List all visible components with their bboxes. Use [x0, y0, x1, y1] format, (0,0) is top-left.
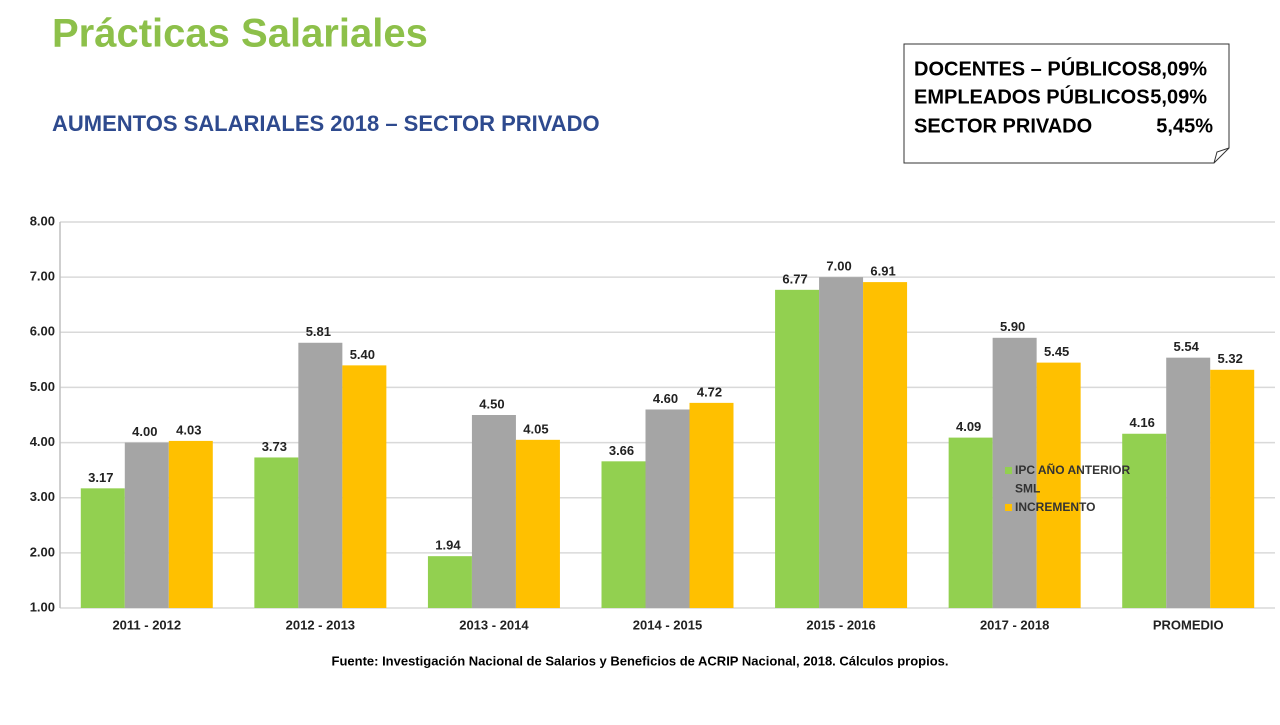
- y-tick-label: 3.00: [30, 489, 55, 504]
- data-label: 5.90: [1000, 319, 1025, 334]
- data-label: 3.17: [88, 470, 113, 485]
- data-label: 7.00: [826, 259, 851, 274]
- y-tick-label: 4.00: [30, 434, 55, 449]
- bar: [168, 440, 213, 608]
- bar: [1166, 357, 1211, 608]
- note-value: 5,45%: [1156, 115, 1213, 137]
- legend-swatch: [1005, 504, 1012, 511]
- data-label: 3.66: [609, 443, 634, 458]
- note-fold: [1213, 147, 1230, 164]
- bar: [863, 282, 908, 608]
- bar: [342, 365, 387, 608]
- y-tick-label: 2.00: [30, 544, 55, 559]
- x-tick-label: 2014 - 2015: [633, 617, 702, 632]
- data-label: 4.05: [523, 421, 548, 436]
- data-label: 4.50: [479, 396, 504, 411]
- title: Prácticas Salariales: [52, 12, 428, 56]
- bar: [1036, 362, 1081, 608]
- source: Fuente: Investigación Nacional de Salari…: [332, 653, 949, 668]
- y-tick-label: 8.00: [30, 213, 55, 228]
- data-label: 5.40: [350, 347, 375, 362]
- y-tick-label: 1.00: [30, 599, 55, 614]
- data-label: 4.03: [176, 422, 201, 437]
- legend-label: INCREMENTO: [1015, 500, 1095, 514]
- data-label: 4.00: [132, 424, 157, 439]
- data-label: 4.60: [653, 391, 678, 406]
- y-tick-label: 6.00: [30, 324, 55, 339]
- bar: [775, 289, 820, 608]
- bar: [819, 277, 864, 608]
- bar: [298, 342, 343, 608]
- x-tick-label: 2011 - 2012: [112, 617, 181, 632]
- note-label: EMPLEADOS PÚBLICOS: [914, 84, 1150, 108]
- legend-label: SML: [1015, 482, 1040, 496]
- bar: [80, 488, 125, 608]
- note-box: [903, 43, 1230, 164]
- bar: [254, 457, 299, 608]
- y-tick-label: 5.00: [30, 379, 55, 394]
- data-label: 4.72: [697, 384, 722, 399]
- bar: [515, 439, 560, 608]
- note-label: SECTOR PRIVADO: [914, 115, 1092, 137]
- note-value: 5,09%: [1150, 86, 1207, 108]
- data-label: 5.81: [306, 324, 331, 339]
- y-tick-label: 7.00: [30, 269, 55, 284]
- bar: [601, 461, 646, 608]
- data-label: 4.16: [1130, 415, 1155, 430]
- data-label: 3.73: [262, 439, 287, 454]
- bar: [124, 442, 169, 608]
- x-tick-label: PROMEDIO: [1153, 617, 1224, 632]
- x-tick-label: 2012 - 2013: [286, 617, 355, 632]
- bar: [427, 556, 472, 608]
- bar: [471, 415, 516, 608]
- data-label: 5.54: [1174, 339, 1200, 354]
- bar: [992, 337, 1037, 608]
- data-label: 6.91: [870, 264, 895, 279]
- data-label: 5.32: [1218, 351, 1243, 366]
- data-label: 4.09: [956, 419, 981, 434]
- legend-swatch: [1005, 485, 1012, 493]
- data-label: 5.45: [1044, 344, 1069, 359]
- x-tick-label: 2017 - 2018: [980, 617, 1049, 632]
- note-label: DOCENTES – PÚBLICOS: [914, 56, 1151, 80]
- x-tick-label: 2013 - 2014: [459, 617, 529, 632]
- bar: [1210, 369, 1255, 608]
- bar: [1122, 433, 1167, 608]
- bar: [645, 409, 690, 608]
- data-label: 1.94: [435, 538, 461, 553]
- legend-label: IPC AÑO ANTERIOR: [1015, 462, 1130, 477]
- bar: [948, 437, 993, 608]
- data-label: 6.77: [782, 271, 807, 286]
- note-value: 8,09%: [1150, 58, 1207, 80]
- x-tick-label: 2015 - 2016: [806, 617, 875, 632]
- bar: [689, 402, 734, 608]
- subtitle: AUMENTOS SALARIALES 2018 – SECTOR PRIVAD…: [52, 111, 600, 136]
- legend-swatch: [1005, 467, 1012, 474]
